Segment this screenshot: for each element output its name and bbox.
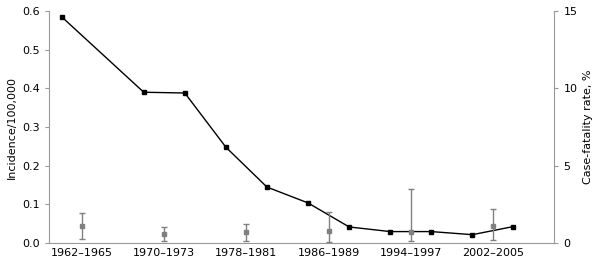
- Y-axis label: Incidence/100,000: Incidence/100,000: [7, 76, 17, 179]
- Y-axis label: Case-fatality rate, %: Case-fatality rate, %: [583, 70, 593, 184]
